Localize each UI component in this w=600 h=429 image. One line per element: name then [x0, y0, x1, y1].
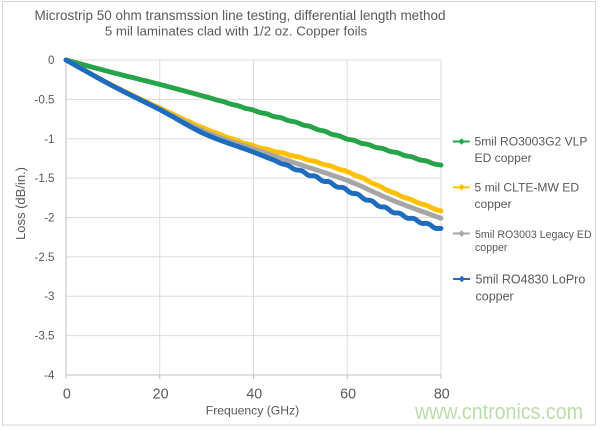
svg-text:60: 60 [340, 387, 356, 403]
svg-text:5 mil laminates clad with 1/2: 5 mil laminates clad with 1/2 oz. Copper… [105, 24, 368, 39]
svg-text:80: 80 [434, 387, 450, 403]
svg-text:-3.5: -3.5 [35, 330, 55, 343]
svg-text:ED copper: ED copper [475, 151, 532, 165]
svg-text:-2: -2 [44, 212, 54, 225]
svg-text:5mil RO3003 Legacy ED: 5mil RO3003 Legacy ED [475, 229, 592, 241]
svg-text:5mil RO3003G2 VLP: 5mil RO3003G2 VLP [475, 135, 588, 149]
svg-text:20: 20 [153, 387, 169, 403]
svg-text:Microstrip 50 ohm transmssion: Microstrip 50 ohm transmssion line testi… [35, 8, 446, 23]
svg-text:5 mil CLTE-MW ED: 5 mil CLTE-MW ED [475, 181, 580, 195]
svg-text:-0.5: -0.5 [35, 93, 55, 106]
svg-text:-2.5: -2.5 [35, 251, 55, 264]
svg-text:-4: -4 [44, 369, 55, 382]
svg-text:0: 0 [48, 54, 54, 67]
svg-text:Loss (dB/in.): Loss (dB/in.) [13, 167, 28, 240]
svg-text:40: 40 [246, 387, 262, 403]
svg-text:-3: -3 [44, 290, 54, 303]
svg-text:copper: copper [475, 242, 508, 254]
svg-text:Frequency (GHz): Frequency (GHz) [206, 404, 299, 418]
svg-text:copper: copper [476, 290, 514, 304]
svg-text:5mil RO4830 LoPro: 5mil RO4830 LoPro [476, 273, 586, 287]
svg-text:0: 0 [63, 387, 71, 403]
svg-text:-1.5: -1.5 [35, 172, 55, 185]
svg-text:copper: copper [475, 197, 512, 211]
svg-text:-1: -1 [44, 133, 54, 146]
svg-text:www.cntronics.com: www.cntronics.com [414, 399, 583, 424]
